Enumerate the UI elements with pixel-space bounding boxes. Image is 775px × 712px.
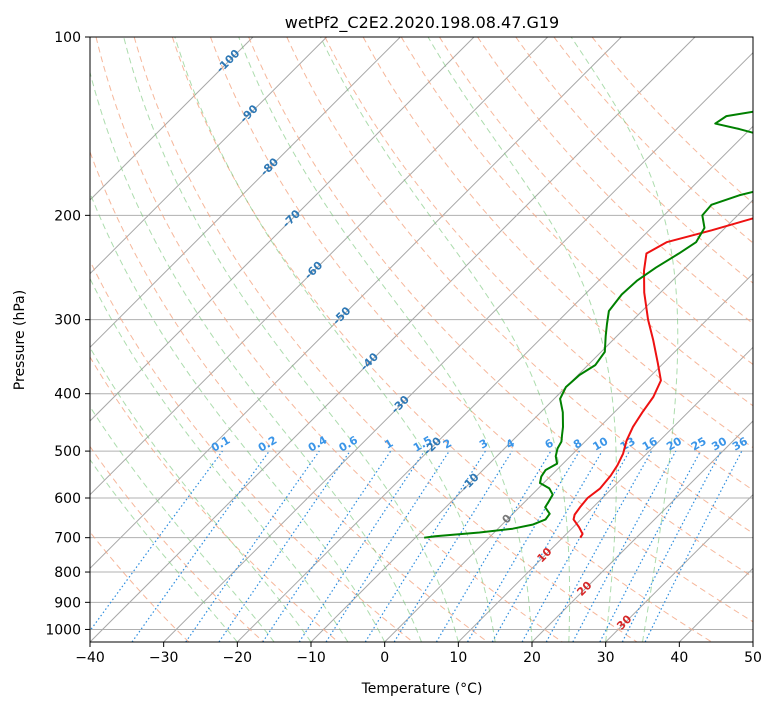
- x-tick-label: 50: [744, 650, 762, 666]
- x-tick-label: 30: [597, 650, 615, 666]
- x-tick-label: −20: [223, 650, 253, 666]
- y-tick-label: 600: [54, 491, 81, 507]
- x-tick-label: −10: [296, 650, 326, 666]
- y-tick-label: 100: [54, 30, 81, 46]
- x-axis-label: Temperature (°C): [361, 681, 483, 697]
- y-tick-label: 400: [54, 387, 81, 403]
- chart-title: wetPf2_C2E2.2020.198.08.47.G19: [285, 13, 559, 33]
- y-tick-label: 1000: [45, 622, 81, 638]
- y-tick-label: 300: [54, 313, 81, 329]
- y-tick-label: 700: [54, 531, 81, 547]
- y-tick-label: 500: [54, 444, 81, 460]
- y-tick-label: 200: [54, 208, 81, 224]
- x-tick-label: −30: [149, 650, 179, 666]
- y-axis-label: Pressure (hPa): [12, 290, 28, 390]
- y-tick-label: 800: [54, 565, 81, 581]
- x-tick-label: 0: [380, 650, 389, 666]
- x-tick-label: 10: [449, 650, 467, 666]
- x-tick-label: 40: [670, 650, 688, 666]
- x-tick-label: −40: [75, 650, 105, 666]
- x-tick-label: 20: [523, 650, 541, 666]
- y-tick-label: 900: [54, 595, 81, 611]
